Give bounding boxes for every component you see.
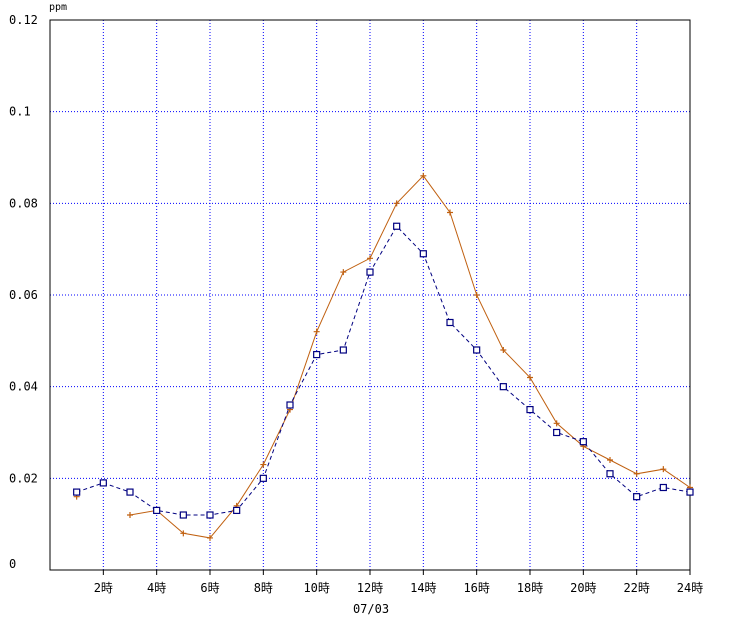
y-tick-label: 0.06 (9, 288, 38, 302)
series-markers (73, 172, 694, 541)
series-2-point (286, 401, 294, 409)
series-2-point (339, 346, 347, 354)
series-1-point (367, 255, 373, 262)
series-1-point (127, 512, 133, 518)
x-tick-label: 6時 (200, 581, 219, 595)
series-2-point (366, 268, 374, 276)
series-2-point (179, 511, 187, 519)
series-1-point (633, 470, 640, 477)
series-2-point (526, 405, 534, 414)
series-1-point (393, 200, 400, 207)
series-1-point (207, 534, 213, 541)
series-1-line (129, 175, 691, 539)
series-2-point (259, 474, 267, 482)
series-1-point (607, 457, 613, 463)
series-2-point (553, 428, 561, 437)
series-1-point (473, 292, 480, 298)
series-1-point (260, 461, 267, 468)
series-2-point (233, 506, 241, 515)
series-1-point (527, 374, 533, 381)
grid-lines (50, 19, 690, 570)
x-tick-label: 2時 (94, 581, 113, 595)
x-tick-label: 10時 (303, 581, 329, 595)
series-2-point (499, 383, 507, 391)
y-tick-label: 0.1 (9, 105, 31, 119)
x-tick-label: 4時 (147, 581, 166, 595)
x-tick-label: 12時 (357, 581, 383, 595)
x-tick-label: 22時 (623, 581, 649, 595)
x-tick-label: 14時 (410, 581, 436, 595)
y-tick-label: 0.08 (9, 196, 38, 210)
series-2-point (313, 350, 321, 359)
x-axis-title: 07/03 (353, 602, 389, 616)
series-1-point (447, 209, 453, 216)
y-tick-label: 0.12 (9, 13, 38, 27)
x-tick-label: 24時 (677, 581, 703, 595)
series-2-point (473, 346, 481, 354)
series-lines (76, 175, 691, 539)
y-axis-ticks: 0 0.02 0.04 0.06 0.08 0.1 0.12 (9, 13, 38, 571)
series-1-point (500, 347, 507, 353)
series-1-point (553, 420, 560, 427)
y-tick-label: 0.02 (9, 471, 38, 485)
series-2-point (686, 488, 694, 496)
x-tick-label: 16時 (463, 581, 489, 595)
series-2-point (73, 488, 81, 496)
x-tick-label: 20時 (570, 581, 596, 595)
unit-label: ppm (49, 2, 67, 13)
series-2-point (606, 470, 614, 478)
series-2-point (153, 506, 161, 515)
y-tick-label: 0 (9, 557, 16, 571)
x-tick-label: 18時 (517, 581, 543, 595)
series-2-point (579, 438, 587, 446)
series-1-point (420, 172, 427, 179)
series-2-point (393, 222, 401, 230)
series-2-point (446, 318, 454, 327)
series-2-point (206, 511, 214, 519)
series-2-line (76, 225, 691, 516)
series-1-point (340, 269, 347, 276)
series-2-point (659, 483, 667, 492)
y-tick-label: 0.04 (9, 380, 38, 394)
x-axis-ticks: 2時 4時 6時 8時 10時 12時 14時 16時 18時 20時 22時 24時 (94, 570, 703, 595)
series-2-point (126, 488, 134, 496)
series-2-point (633, 493, 641, 501)
series-1-point (180, 530, 187, 537)
series-1-point (660, 466, 667, 473)
series-2-point (419, 250, 427, 258)
x-tick-label: 8時 (254, 581, 273, 595)
series-1-point (313, 328, 320, 335)
series-2-point (99, 479, 107, 487)
